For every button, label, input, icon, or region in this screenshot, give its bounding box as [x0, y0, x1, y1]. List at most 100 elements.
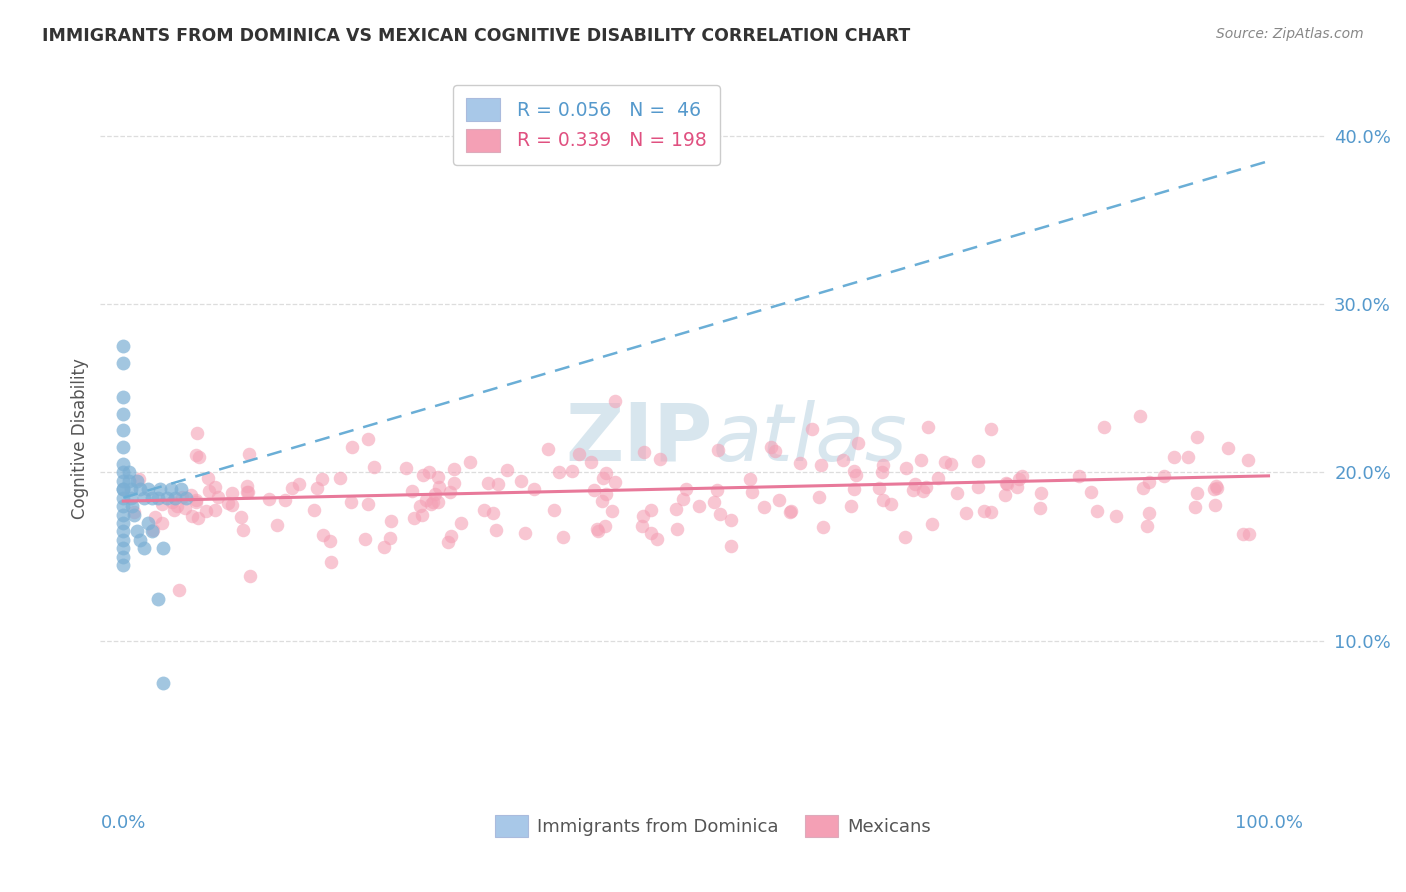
Point [839, 500, 862, 514]
Point [720, 539, 742, 553]
Point [112, 407, 135, 421]
Point [568, 447, 591, 461]
Point [217, 495, 239, 509]
Point [236, 485, 259, 500]
Point [162, 495, 184, 509]
Point [486, 477, 509, 491]
Point [112, 483, 135, 497]
Point [187, 510, 209, 524]
Point [595, 466, 617, 480]
Point [605, 475, 627, 489]
Point [872, 458, 894, 472]
Point [789, 457, 811, 471]
Point [156, 491, 179, 505]
Point [537, 442, 560, 456]
Point [553, 530, 575, 544]
Point [921, 517, 943, 532]
Point [904, 477, 927, 491]
Point [167, 583, 190, 598]
Point [412, 468, 434, 483]
Point [138, 483, 160, 497]
Point [357, 497, 380, 511]
Point [357, 432, 380, 446]
Point [363, 459, 385, 474]
Point [1184, 500, 1206, 514]
Point [328, 471, 350, 485]
Point [373, 540, 395, 554]
Point [274, 493, 297, 508]
Point [543, 503, 565, 517]
Point [1085, 504, 1108, 518]
Point [125, 474, 148, 488]
Point [142, 523, 165, 537]
Point [600, 503, 623, 517]
Point [1206, 481, 1229, 495]
Point [319, 533, 342, 548]
Point [763, 444, 786, 458]
Point [688, 499, 710, 513]
Point [172, 490, 194, 504]
Point [112, 356, 135, 370]
Point [1067, 468, 1090, 483]
Point [411, 508, 433, 523]
Point [547, 465, 569, 479]
Point [236, 479, 259, 493]
Point [184, 448, 207, 462]
Point [665, 522, 688, 536]
Point [1202, 482, 1225, 496]
Point [204, 480, 226, 494]
Point [458, 455, 481, 469]
Point [138, 516, 160, 530]
Point [340, 495, 363, 509]
Point [648, 452, 671, 467]
Point [1137, 506, 1160, 520]
Point [910, 453, 932, 467]
Point [706, 483, 728, 498]
Point [180, 509, 202, 524]
Point [872, 465, 894, 479]
Point [204, 503, 226, 517]
Point [395, 460, 418, 475]
Point [842, 483, 865, 497]
Point [842, 464, 865, 478]
Point [579, 455, 602, 469]
Point [174, 491, 197, 505]
Point [439, 484, 461, 499]
Point [605, 393, 627, 408]
Point [378, 531, 401, 545]
Y-axis label: Cognitive Disability: Cognitive Disability [72, 359, 89, 519]
Point [146, 591, 169, 606]
Point [675, 482, 697, 496]
Point [917, 419, 939, 434]
Point [707, 442, 730, 457]
Point [426, 469, 449, 483]
Point [305, 481, 328, 495]
Point [640, 525, 662, 540]
Point [645, 533, 668, 547]
Point [166, 499, 188, 513]
Point [143, 510, 166, 524]
Point [496, 463, 519, 477]
Point [353, 532, 375, 546]
Point [194, 504, 217, 518]
Point [152, 497, 174, 511]
Point [914, 480, 936, 494]
Point [443, 475, 465, 490]
Text: atlas: atlas [713, 400, 908, 478]
Point [477, 476, 499, 491]
Point [523, 482, 546, 496]
Point [640, 503, 662, 517]
Point [980, 505, 1002, 519]
Point [967, 480, 990, 494]
Point [1177, 450, 1199, 465]
Point [163, 503, 186, 517]
Point [112, 390, 135, 404]
Point [945, 486, 967, 500]
Point [266, 518, 288, 533]
Point [129, 533, 152, 547]
Point [880, 497, 903, 511]
Point [810, 458, 832, 472]
Point [420, 497, 443, 511]
Point [239, 569, 262, 583]
Point [872, 493, 894, 508]
